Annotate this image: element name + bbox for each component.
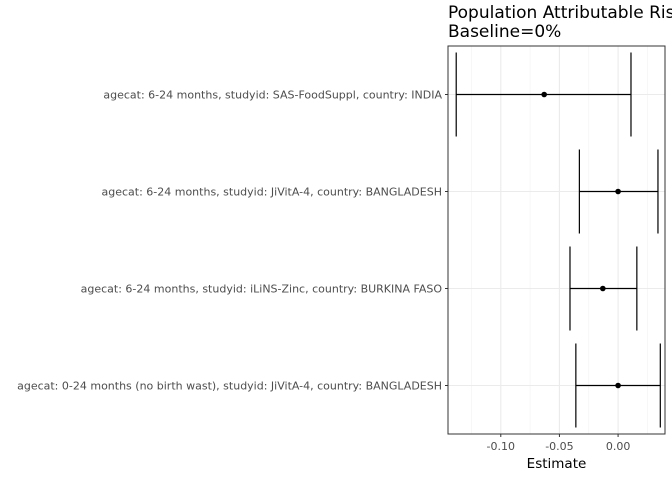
x-tick-label: -0.10	[487, 440, 515, 453]
chart-title-line-2: Baseline=0%	[448, 22, 562, 42]
y-tick-label: agecat: 0-24 months (no birth wast), stu…	[17, 380, 442, 393]
x-axis-title: Estimate	[527, 456, 587, 472]
chart-title: Population Attributable Risks Baseline=0…	[448, 4, 672, 42]
panel-border	[447, 45, 666, 435]
estimate-point	[600, 285, 606, 292]
y-tick-label: agecat: 6-24 months, studyid: JiVitA-4, …	[101, 186, 442, 199]
estimate-point	[541, 91, 547, 98]
y-tick-label: agecat: 6-24 months, studyid: SAS-FoodSu…	[103, 89, 442, 102]
estimate-point	[615, 188, 621, 195]
x-tick-label: -0.05	[545, 440, 573, 453]
x-tick-label: 0.00	[606, 440, 631, 453]
estimate-point	[615, 382, 621, 389]
chart-title-line-1: Population Attributable Risks	[448, 3, 672, 23]
plot-panel	[448, 46, 665, 434]
y-tick-label: agecat: 6-24 months, studyid: iLiNS-Zinc…	[81, 283, 443, 296]
